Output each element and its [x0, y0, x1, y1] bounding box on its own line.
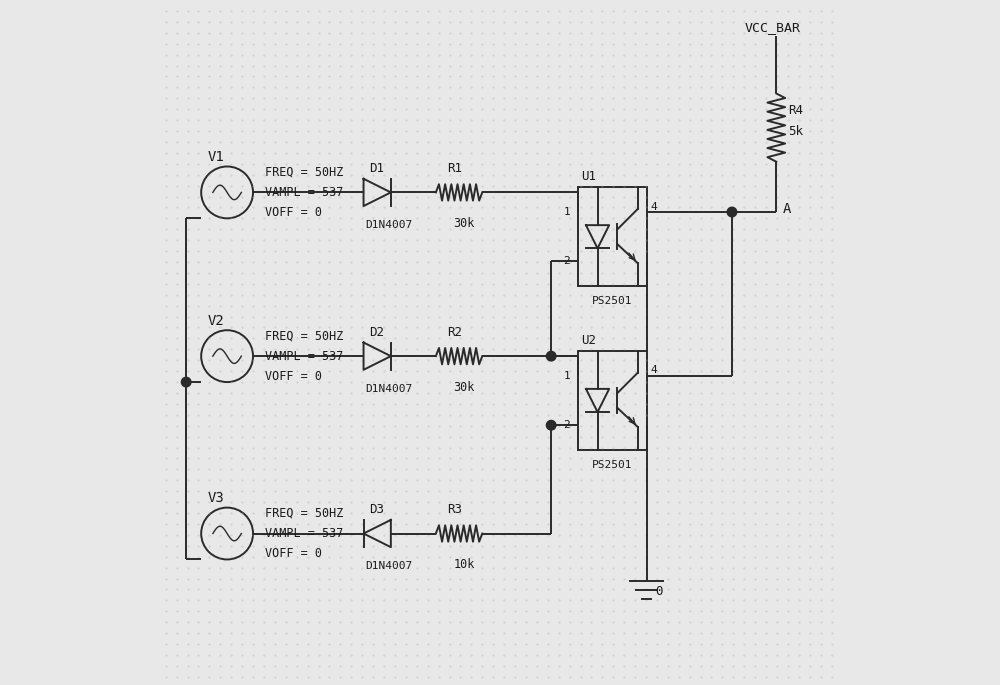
Bar — [578, 351, 647, 450]
Text: VOFF = 0: VOFF = 0 — [265, 206, 322, 219]
Text: D1: D1 — [369, 162, 384, 175]
Text: FREQ = 50HZ: FREQ = 50HZ — [265, 166, 343, 179]
Text: D2: D2 — [369, 326, 384, 339]
Text: D3: D3 — [369, 503, 384, 516]
Text: 2: 2 — [563, 420, 570, 430]
Text: FREQ = 50HZ: FREQ = 50HZ — [265, 329, 343, 342]
Text: V2: V2 — [208, 314, 225, 327]
Text: 4: 4 — [651, 201, 658, 212]
Circle shape — [727, 208, 737, 216]
Text: R4: R4 — [789, 104, 804, 117]
Text: VAMPL = 537: VAMPL = 537 — [265, 186, 343, 199]
Circle shape — [546, 421, 556, 430]
Text: 4: 4 — [651, 365, 658, 375]
Text: 1: 1 — [563, 207, 570, 217]
Text: U2: U2 — [581, 334, 596, 347]
Text: V3: V3 — [208, 491, 225, 505]
Text: VOFF = 0: VOFF = 0 — [265, 547, 322, 560]
Text: R2: R2 — [447, 326, 462, 339]
Text: 5k: 5k — [789, 125, 804, 138]
Text: VCC_BAR: VCC_BAR — [745, 21, 801, 34]
Text: VAMPL = 537: VAMPL = 537 — [265, 349, 343, 362]
Text: VOFF = 0: VOFF = 0 — [265, 370, 322, 383]
Text: PS2501: PS2501 — [592, 460, 633, 470]
Text: 2: 2 — [563, 256, 570, 266]
Text: V1: V1 — [208, 150, 225, 164]
Circle shape — [546, 351, 556, 361]
Circle shape — [181, 377, 191, 387]
Text: 0: 0 — [655, 585, 662, 598]
Text: D1N4007: D1N4007 — [365, 561, 412, 571]
Bar — [578, 187, 647, 286]
Text: 1: 1 — [563, 371, 570, 381]
Text: U1: U1 — [581, 170, 596, 183]
Text: R3: R3 — [447, 503, 462, 516]
Text: PS2501: PS2501 — [592, 296, 633, 306]
Text: 10k: 10k — [454, 558, 475, 571]
Text: FREQ = 50HZ: FREQ = 50HZ — [265, 506, 343, 519]
Text: VAMPL = 537: VAMPL = 537 — [265, 527, 343, 540]
Text: D1N4007: D1N4007 — [365, 384, 412, 394]
Text: 30k: 30k — [454, 217, 475, 230]
Text: R1: R1 — [447, 162, 462, 175]
Text: 30k: 30k — [454, 381, 475, 394]
Text: A: A — [783, 201, 791, 216]
Text: D1N4007: D1N4007 — [365, 220, 412, 230]
